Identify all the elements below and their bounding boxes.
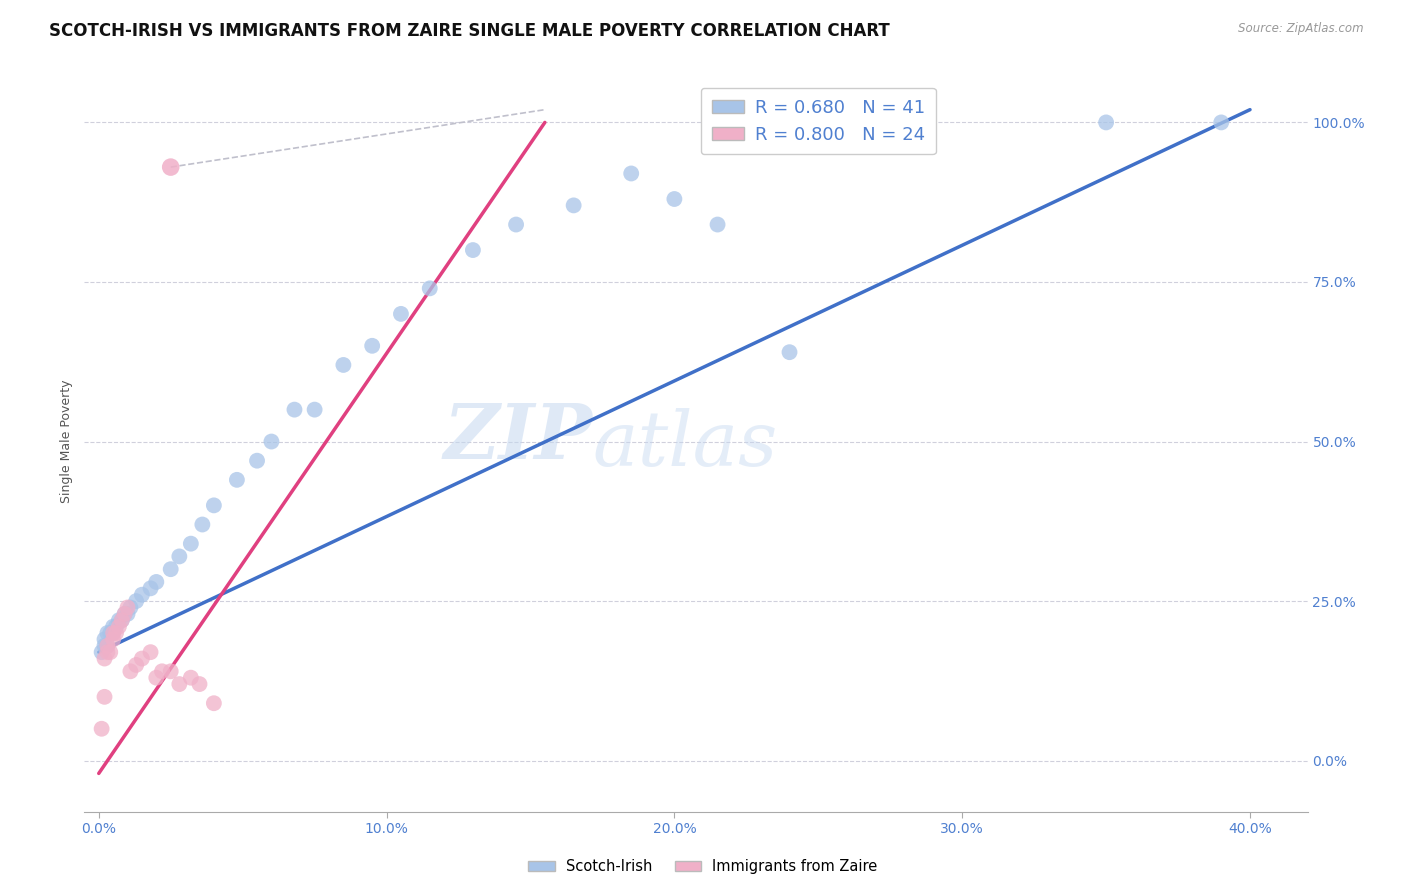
Point [96, 645, 118, 659]
Point [180, 671, 202, 685]
Point [202, 499, 225, 513]
Point [139, 582, 162, 596]
Point [225, 473, 247, 487]
Point [117, 600, 139, 615]
Point [101, 626, 124, 640]
Point [131, 588, 153, 602]
Point [246, 453, 269, 467]
Point [90, 722, 112, 736]
Point [98, 626, 121, 640]
Point [98, 645, 121, 659]
Point [93, 690, 115, 704]
Point [562, 198, 585, 212]
Point [93, 651, 115, 665]
Point [159, 665, 181, 679]
Point [332, 358, 354, 372]
Text: SCOTCH-IRISH VS IMMIGRANTS FROM ZAIRE SINGLE MALE POVERTY CORRELATION CHART: SCOTCH-IRISH VS IMMIGRANTS FROM ZAIRE SI… [49, 22, 890, 40]
Point [202, 696, 225, 710]
Point [96, 639, 118, 653]
Point [111, 613, 134, 627]
Point [779, 345, 801, 359]
Point [105, 619, 128, 633]
Point [169, 677, 191, 691]
Point [120, 665, 142, 679]
Point [145, 574, 167, 589]
Point [169, 549, 191, 564]
Legend: R = 0.680   N = 41, R = 0.800   N = 24: R = 0.680 N = 41, R = 0.800 N = 24 [700, 87, 936, 154]
Point [93, 632, 115, 647]
Point [145, 671, 167, 685]
Point [114, 607, 136, 621]
Point [159, 160, 181, 174]
Point [1211, 115, 1233, 129]
Point [139, 645, 162, 659]
Point [188, 677, 211, 691]
Point [664, 192, 686, 206]
Point [361, 339, 384, 353]
Point [180, 536, 202, 550]
Point [105, 626, 128, 640]
Point [304, 402, 326, 417]
Point [125, 657, 148, 672]
Point [90, 645, 112, 659]
Point [260, 434, 283, 449]
Point [108, 619, 131, 633]
Point [101, 632, 124, 647]
Text: ZIP: ZIP [443, 401, 592, 475]
Point [101, 619, 124, 633]
Point [419, 281, 441, 295]
Y-axis label: Single Male Poverty: Single Male Poverty [60, 380, 73, 503]
Point [1095, 115, 1118, 129]
Point [125, 594, 148, 608]
Point [505, 218, 527, 232]
Point [114, 607, 136, 621]
Point [150, 665, 173, 679]
Point [191, 517, 214, 532]
Point [93, 639, 115, 653]
Point [120, 600, 142, 615]
Point [131, 651, 153, 665]
Legend: Scotch-Irish, Immigrants from Zaire: Scotch-Irish, Immigrants from Zaire [523, 854, 883, 880]
Point [620, 166, 643, 180]
Point [461, 243, 484, 257]
Text: atlas: atlas [592, 409, 778, 483]
Text: Source: ZipAtlas.com: Source: ZipAtlas.com [1239, 22, 1364, 36]
Point [111, 613, 134, 627]
Point [96, 626, 118, 640]
Point [159, 562, 181, 576]
Point [96, 639, 118, 653]
Point [283, 402, 305, 417]
Point [389, 307, 412, 321]
Point [108, 613, 131, 627]
Point [706, 218, 728, 232]
Point [117, 607, 139, 621]
Point [101, 626, 124, 640]
